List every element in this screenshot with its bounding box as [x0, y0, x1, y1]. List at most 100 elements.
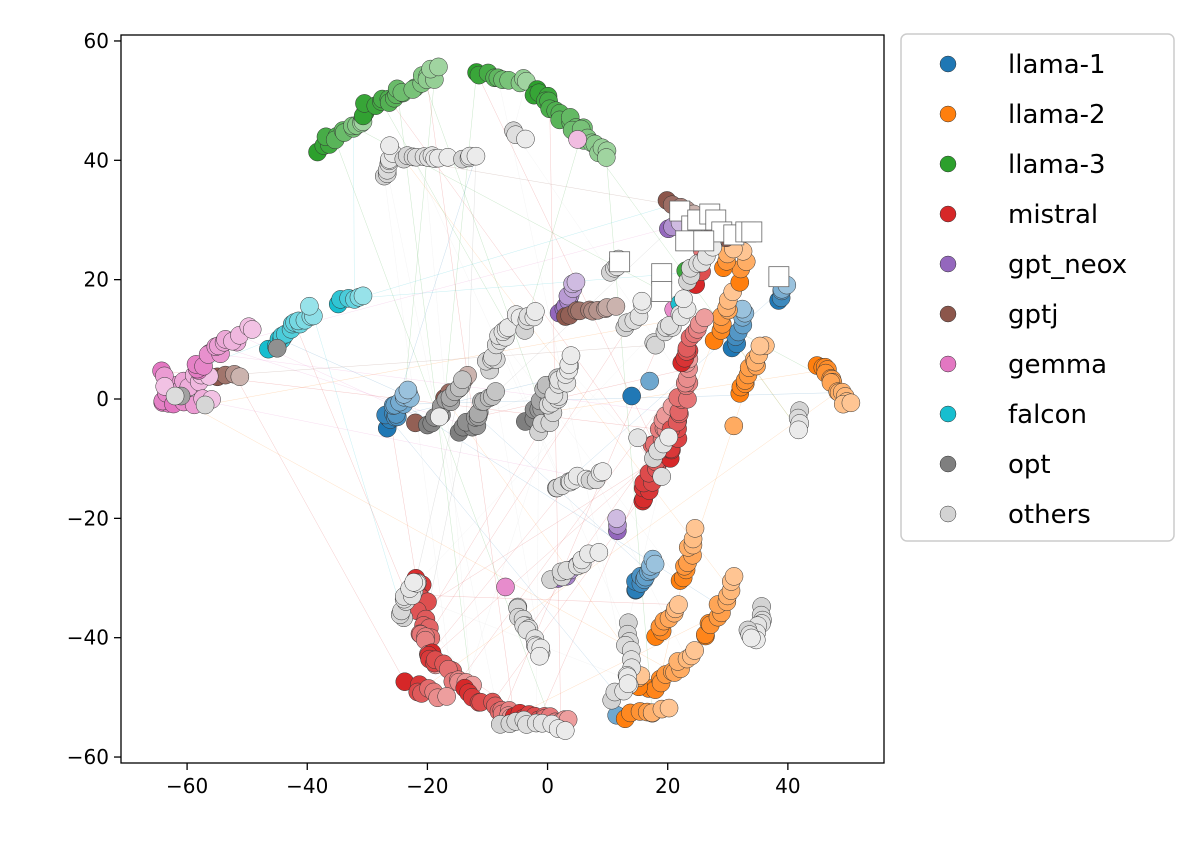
- point-others: [556, 721, 575, 740]
- y-tick-label: 40: [84, 148, 109, 172]
- connection-line: [354, 204, 673, 300]
- legend-label-others: others: [1008, 500, 1091, 530]
- point-others: [789, 420, 808, 440]
- point-others: [404, 573, 423, 592]
- connection-line: [428, 481, 571, 656]
- connection-line: [417, 449, 672, 612]
- square-markers: [609, 200, 790, 302]
- legend-label-llama-3: llama-3: [1008, 150, 1106, 180]
- connection-line: [390, 419, 616, 693]
- point-llama-2: [724, 416, 744, 436]
- legend-label-mistral: mistral: [1008, 200, 1098, 230]
- point-falcon: [353, 286, 373, 306]
- connection-line: [421, 75, 543, 409]
- point-llama-3: [429, 57, 448, 77]
- connection-line: [495, 391, 542, 653]
- point-others: [380, 136, 399, 155]
- point-llama-1: [622, 386, 641, 406]
- point-llama-2: [750, 336, 770, 356]
- connection-line: [513, 612, 722, 717]
- y-tick-label: 60: [84, 29, 109, 53]
- point-llama-2: [724, 567, 744, 586]
- point-llama-2: [841, 393, 861, 413]
- point-llama-2: [669, 595, 688, 614]
- point-others: [589, 543, 609, 562]
- square-marker: [609, 251, 631, 273]
- square-marker: [768, 266, 790, 288]
- point-llama-2: [659, 698, 679, 718]
- connection-line: [411, 379, 463, 596]
- point-mistral: [695, 308, 714, 327]
- connection-line: [418, 594, 679, 605]
- legend: llama-1 llama-2 llama-3 mistral gpt_neoxgptj…: [900, 33, 1175, 542]
- point-others: [561, 346, 581, 365]
- square-marker: [651, 263, 673, 285]
- legend-label-llama-1: llama-1: [1008, 50, 1106, 80]
- point-llama-2: [685, 519, 705, 538]
- connection-line: [234, 374, 405, 682]
- connection-line: [425, 411, 553, 620]
- connection-line: [458, 368, 689, 683]
- connection-line: [183, 401, 675, 673]
- legend-marker-gptj: [939, 305, 957, 323]
- connection-line: [386, 170, 501, 725]
- point-llama-1: [640, 371, 659, 391]
- connection-line: [381, 101, 509, 328]
- point-others: [742, 628, 761, 648]
- point-others: [628, 428, 647, 448]
- legend-marker-llama-2: [939, 105, 957, 123]
- square-marker: [741, 221, 763, 243]
- point-opt: [486, 382, 505, 401]
- point-others: [430, 407, 449, 427]
- legend-frame: [900, 33, 1175, 542]
- point-others: [659, 427, 678, 447]
- y-axis: −60 −40 −20 0 20 40 60: [67, 29, 121, 769]
- point-falcon: [300, 296, 319, 316]
- point-others: [618, 674, 638, 693]
- connection-line: [166, 393, 578, 477]
- connection-line: [340, 271, 702, 300]
- connection-line: [209, 353, 680, 415]
- x-tick-label: −20: [406, 774, 448, 798]
- point-others: [195, 395, 215, 415]
- connection-line: [396, 88, 473, 698]
- point-others: [646, 335, 665, 355]
- connection-line: [403, 158, 673, 205]
- point-gpt_neox: [607, 509, 626, 528]
- point-gptj: [606, 297, 626, 316]
- y-tick-label: −20: [67, 506, 109, 530]
- connection-line: [353, 128, 355, 300]
- connection-line: [659, 577, 684, 680]
- connection-line: [281, 339, 404, 395]
- point-gemma: [568, 130, 587, 149]
- point-llama-2: [685, 641, 704, 660]
- legend-label-opt: opt: [1008, 450, 1051, 480]
- legend-marker-mistral: [939, 205, 957, 223]
- connection-line: [225, 344, 656, 376]
- legend-label-gpt_neox: gpt_neox: [1008, 250, 1127, 280]
- legend-marker-gemma: [939, 355, 957, 373]
- connection-line: [426, 79, 515, 717]
- point-opt: [453, 370, 472, 390]
- point-others: [526, 302, 545, 321]
- x-tick-label: 20: [655, 774, 680, 798]
- point-gptj: [230, 367, 250, 386]
- legend-label-falcon: falcon: [1008, 400, 1087, 430]
- legend-marker-others: [939, 505, 957, 523]
- point-opt: [267, 339, 287, 358]
- connection-line: [429, 448, 666, 659]
- legend-label-gemma: gemma: [1008, 350, 1107, 380]
- x-tick-label: 0: [541, 774, 554, 798]
- y-tick-label: 20: [84, 268, 109, 292]
- connection-line: [528, 437, 663, 629]
- y-tick-label: −60: [67, 745, 109, 769]
- connection-line: [423, 156, 473, 698]
- point-llama-3: [597, 148, 616, 167]
- point-mistral: [437, 687, 456, 706]
- y-tick-label: 0: [96, 387, 109, 411]
- square-marker: [693, 230, 715, 252]
- x-tick-label: −40: [286, 774, 328, 798]
- point-others: [593, 462, 612, 481]
- point-llama-1: [398, 380, 418, 400]
- connection-line: [498, 335, 681, 581]
